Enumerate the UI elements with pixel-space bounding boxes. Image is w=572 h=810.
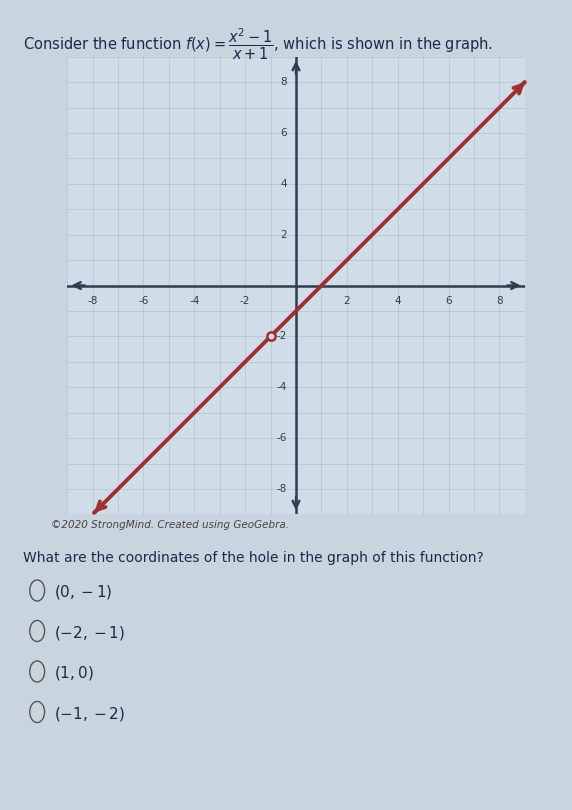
Text: $(-1, -2)$: $(-1, -2)$ [54, 705, 126, 723]
Text: -6: -6 [277, 433, 287, 443]
Text: What are the coordinates of the hole in the graph of this function?: What are the coordinates of the hole in … [23, 551, 484, 565]
Text: -4: -4 [277, 382, 287, 392]
Text: -4: -4 [189, 296, 200, 305]
Text: -6: -6 [138, 296, 149, 305]
Text: 4: 4 [395, 296, 401, 305]
Text: 8: 8 [280, 77, 287, 87]
Text: $(0, -1)$: $(0, -1)$ [54, 583, 113, 601]
Text: -8: -8 [88, 296, 98, 305]
Text: Consider the function $f(x) = \dfrac{x^2-1}{x+1}$, which is shown in the graph.: Consider the function $f(x) = \dfrac{x^2… [23, 27, 492, 62]
Text: ©2020 StrongMind. Created using GeoGebra.: ©2020 StrongMind. Created using GeoGebra… [51, 520, 289, 530]
Text: -2: -2 [240, 296, 251, 305]
Text: -2: -2 [277, 331, 287, 341]
Text: 2: 2 [280, 230, 287, 240]
Text: 4: 4 [280, 179, 287, 189]
Text: 2: 2 [344, 296, 350, 305]
Text: $(1, 0)$: $(1, 0)$ [54, 664, 94, 682]
Text: -8: -8 [277, 484, 287, 494]
Text: 6: 6 [445, 296, 452, 305]
Text: 8: 8 [496, 296, 503, 305]
Text: 6: 6 [280, 128, 287, 138]
Text: $(-2, -1)$: $(-2, -1)$ [54, 624, 126, 642]
